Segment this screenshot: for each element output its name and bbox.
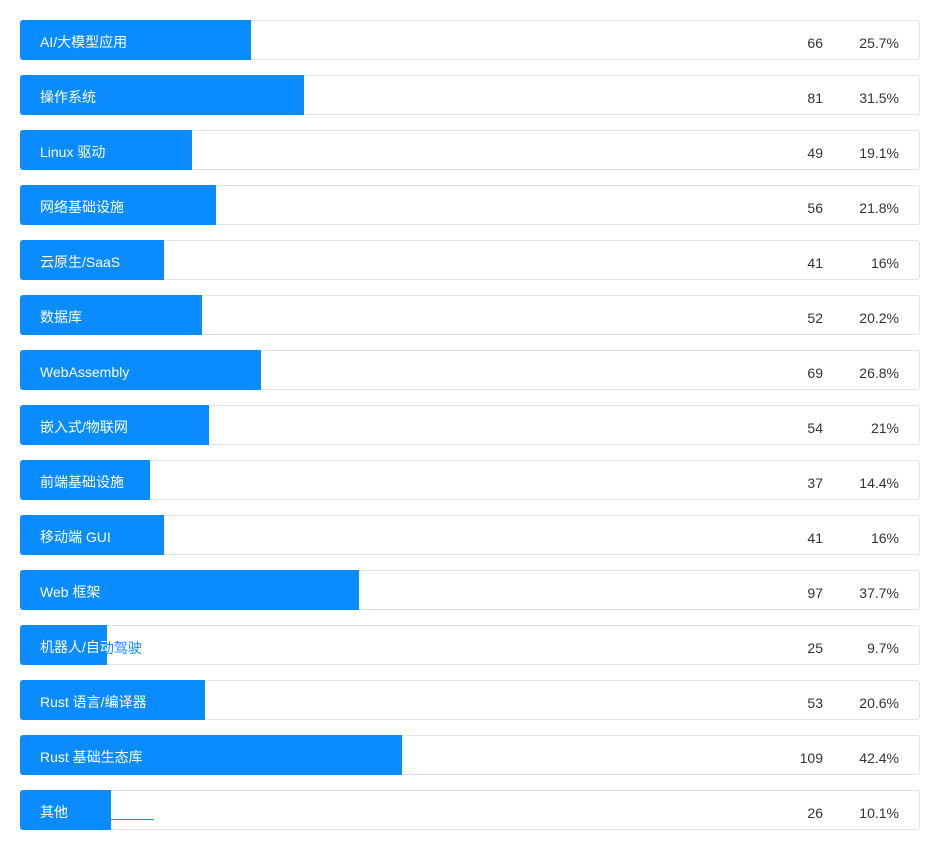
option-label: 云原生/SaaS xyxy=(40,254,121,270)
bar: 机器人/自动驾驶 xyxy=(20,625,108,665)
option-label: Linux 驱动 xyxy=(40,144,106,160)
option-label: 其他 xyxy=(40,804,68,820)
result-row: WebAssemblyWebAssembly6926.8% xyxy=(20,350,920,390)
percentage: 26.8% xyxy=(859,365,899,381)
option-label: AI/大模型应用 xyxy=(40,34,128,50)
result-row: 数据库数据库5220.2% xyxy=(20,295,920,335)
bar: 移动端 GUI xyxy=(20,515,164,555)
bar: 前端基础设施 xyxy=(20,460,150,500)
bar: Rust 基础生态库 xyxy=(20,735,402,775)
bar: 网络基础设施 xyxy=(20,185,217,225)
percentage: 21.8% xyxy=(859,200,899,216)
vote-count: 109 xyxy=(799,750,823,766)
result-row: 机器人/自动驾驶机器人/自动驾驶259.7% xyxy=(20,625,920,665)
bar: 其他 xyxy=(20,790,111,830)
option-label: 前端基础设施 xyxy=(40,474,124,490)
option-label: 移动端 GUI xyxy=(40,529,111,545)
bar: 嵌入式/物联网 xyxy=(20,405,209,445)
percentage: 21% xyxy=(870,420,899,436)
option-label: 网络基础设施 xyxy=(40,199,124,215)
percentage: 20.2% xyxy=(859,310,899,326)
percentage: 20.6% xyxy=(859,695,899,711)
bar: 云原生/SaaS xyxy=(20,240,164,280)
result-row: 其他其他2610.1% xyxy=(20,790,920,830)
underline xyxy=(111,819,154,820)
option-label: Web 框架 xyxy=(40,584,101,600)
vote-count: 41 xyxy=(807,255,823,271)
percentage: 9.7% xyxy=(867,640,899,656)
option-label: Rust 基础生态库 xyxy=(40,749,143,765)
result-row: 操作系统操作系统8131.5% xyxy=(20,75,920,115)
percentage: 31.5% xyxy=(859,90,899,106)
vote-count: 56 xyxy=(807,200,823,216)
option-label: 数据库 xyxy=(40,309,82,325)
vote-count: 25 xyxy=(807,640,823,656)
percentage: 14.4% xyxy=(859,475,899,491)
result-row: 前端基础设施前端基础设施3714.4% xyxy=(20,460,920,500)
option-label: WebAssembly xyxy=(40,364,130,380)
vote-count: 26 xyxy=(807,805,823,821)
vote-count: 54 xyxy=(807,420,823,436)
vote-count: 66 xyxy=(807,35,823,51)
vote-count: 81 xyxy=(807,90,823,106)
option-label: Rust 语言/编译器 xyxy=(40,694,147,710)
option-label: 机器人/自动驾驶 xyxy=(40,639,108,655)
vote-count: 69 xyxy=(807,365,823,381)
bar: 数据库 xyxy=(20,295,202,335)
percentage: 10.1% xyxy=(859,805,899,821)
vote-count: 52 xyxy=(807,310,823,326)
percentage: 16% xyxy=(870,255,899,271)
option-label: 操作系统 xyxy=(40,89,96,105)
bar: AI/大模型应用 xyxy=(20,20,252,60)
percentage: 25.7% xyxy=(859,35,899,51)
bar: 操作系统 xyxy=(20,75,304,115)
bar: Rust 语言/编译器 xyxy=(20,680,206,720)
percentage: 19.1% xyxy=(859,145,899,161)
vote-count: 37 xyxy=(807,475,823,491)
vote-count: 49 xyxy=(807,145,823,161)
bar: WebAssembly xyxy=(20,350,262,390)
option-label: 嵌入式/物联网 xyxy=(40,419,128,435)
percentage: 37.7% xyxy=(859,585,899,601)
vote-count: 97 xyxy=(807,585,823,601)
percentage: 16% xyxy=(870,530,899,546)
vote-count: 53 xyxy=(807,695,823,711)
result-row: 网络基础设施网络基础设施5621.8% xyxy=(20,185,920,225)
percentage: 42.4% xyxy=(859,750,899,766)
bar: Web 框架 xyxy=(20,570,360,610)
bar: Linux 驱动 xyxy=(20,130,192,170)
vote-count: 41 xyxy=(807,530,823,546)
